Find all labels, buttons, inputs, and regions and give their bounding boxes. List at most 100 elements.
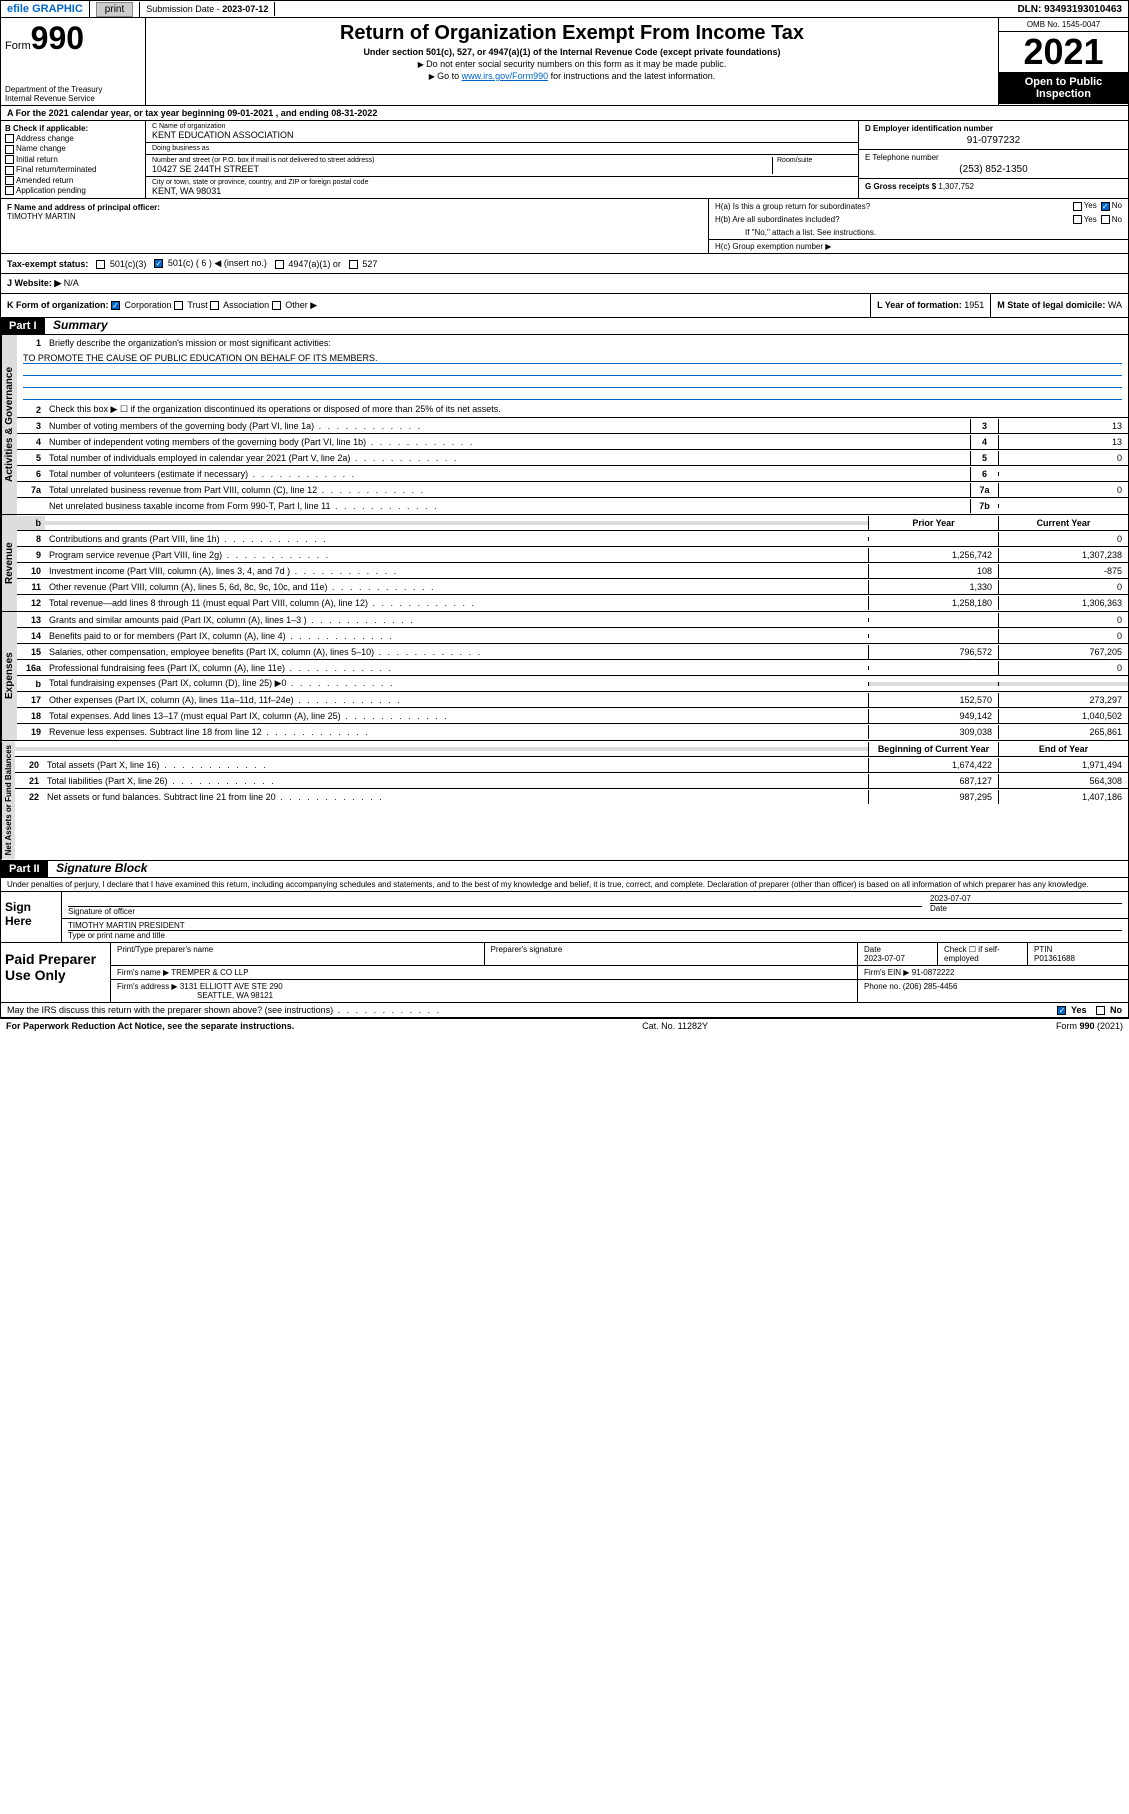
rev-header: b Prior Year Current Year xyxy=(17,515,1128,531)
part1-expenses: Expenses 13Grants and similar amounts pa… xyxy=(0,612,1129,741)
part1-title: Summary xyxy=(47,316,114,334)
phone-row: E Telephone number (253) 852-1350 xyxy=(859,150,1128,179)
hb-no[interactable]: No xyxy=(1101,215,1122,224)
chk-name[interactable]: Name change xyxy=(5,144,141,153)
table-row: 12Total revenue—add lines 8 through 11 (… xyxy=(17,595,1128,611)
city-label: City or town, state or province, country… xyxy=(152,179,852,186)
table-row: 7aTotal unrelated business revenue from … xyxy=(17,482,1128,498)
m-state: M State of legal domicile: WA xyxy=(990,294,1128,317)
city-value: KENT, WA 98031 xyxy=(152,186,852,196)
paid-preparer-row: Paid Preparer Use Only Print/Type prepar… xyxy=(1,942,1128,1002)
table-row: 14Benefits paid to or for members (Part … xyxy=(17,628,1128,644)
ein-row: D Employer identification number 91-0797… xyxy=(859,121,1128,150)
print-button[interactable]: print xyxy=(90,2,140,17)
k-assoc[interactable]: Association xyxy=(210,300,269,310)
chk-address[interactable]: Address change xyxy=(5,134,141,143)
table-row: 6Total number of volunteers (estimate if… xyxy=(17,466,1128,482)
k-trust[interactable]: Trust xyxy=(174,300,208,310)
tax-year: 2021 xyxy=(999,32,1128,72)
chk-pending[interactable]: Application pending xyxy=(5,186,141,195)
hb-note-row: If "No," attach a list. See instructions… xyxy=(709,226,1128,239)
footer-left: For Paperwork Reduction Act Notice, see … xyxy=(6,1021,294,1031)
table-row: Net unrelated business taxable income fr… xyxy=(17,498,1128,514)
city-row: City or town, state or province, country… xyxy=(146,177,858,198)
room-label: Room/suite xyxy=(777,157,852,164)
k-label: K Form of organization: ✓ Corporation Tr… xyxy=(1,294,870,317)
part1-governance: Activities & Governance 1 Briefly descri… xyxy=(0,335,1129,515)
vtab-netassets: Net Assets or Fund Balances xyxy=(1,741,15,859)
table-row: 15Salaries, other compensation, employee… xyxy=(17,644,1128,660)
paid-line-2: Firm's name ▶ TREMPER & CO LLP Firm's EI… xyxy=(111,966,1128,980)
line-2: 2 Check this box ▶ ☐ if the organization… xyxy=(17,402,1128,418)
row-f-h: F Name and address of principal officer:… xyxy=(0,199,1129,254)
form-subtitle: Under section 501(c), 527, or 4947(a)(1)… xyxy=(150,47,994,57)
org-name: KENT EDUCATION ASSOCIATION xyxy=(152,130,852,140)
page-footer: For Paperwork Reduction Act Notice, see … xyxy=(0,1018,1129,1033)
officer-name: TIMOTHY MARTIN xyxy=(7,212,702,221)
line-1: 1 Briefly describe the organization's mi… xyxy=(17,335,1128,351)
k-corp[interactable]: ✓ Corporation xyxy=(111,300,172,310)
vtab-revenue: Revenue xyxy=(1,515,17,611)
dba-label: Doing business as xyxy=(152,145,852,152)
discuss-no[interactable]: No xyxy=(1096,1005,1122,1015)
chk-final[interactable]: Final return/terminated xyxy=(5,165,141,174)
part1-revenue: Revenue b Prior Year Current Year 8Contr… xyxy=(0,515,1129,612)
chk-amended[interactable]: Amended return xyxy=(5,176,141,185)
status-501c3[interactable]: 501(c)(3) xyxy=(96,259,146,269)
expenses-body: 13Grants and similar amounts paid (Part … xyxy=(17,612,1128,740)
ha-row: H(a) Is this a group return for subordin… xyxy=(709,199,1128,212)
table-row: 16aProfessional fundraising fees (Part I… xyxy=(17,660,1128,676)
part1-header-row: Part I Summary xyxy=(0,318,1129,335)
table-row: 19Revenue less expenses. Subtract line 1… xyxy=(17,724,1128,740)
header-title: Return of Organization Exempt From Incom… xyxy=(146,18,998,105)
form-header: Form990 Department of the Treasury Inter… xyxy=(0,18,1129,106)
vtab-governance: Activities & Governance xyxy=(1,335,17,514)
part1-netassets: Net Assets or Fund Balances Beginning of… xyxy=(0,741,1129,860)
table-row: 4Number of independent voting members of… xyxy=(17,434,1128,450)
declaration-text: Under penalties of perjury, I declare th… xyxy=(1,878,1128,891)
hb-yes[interactable]: Yes xyxy=(1073,215,1097,224)
table-row: 13Grants and similar amounts paid (Part … xyxy=(17,612,1128,628)
dept-label: Department of the Treasury xyxy=(5,85,141,94)
discuss-yes[interactable]: ✓ Yes xyxy=(1057,1005,1086,1015)
ha-no[interactable]: ✓No xyxy=(1101,201,1122,210)
phone-label: E Telephone number xyxy=(865,153,1122,162)
chk-initial[interactable]: Initial return xyxy=(5,155,141,164)
revenue-body: b Prior Year Current Year 8Contributions… xyxy=(17,515,1128,611)
netassets-body: Beginning of Current Year End of Year 20… xyxy=(15,741,1128,859)
addr-value: 10427 SE 244TH STREET xyxy=(152,164,772,174)
hb-note: If "No," attach a list. See instructions… xyxy=(715,228,876,237)
website-value: N/A xyxy=(64,278,79,288)
ha-yes[interactable]: Yes xyxy=(1073,201,1097,210)
header-left: Form990 Department of the Treasury Inter… xyxy=(1,18,146,105)
paid-content: Print/Type preparer's name Preparer's si… xyxy=(111,943,1128,1002)
form-number: Form990 xyxy=(5,20,141,57)
hc-row: H(c) Group exemption number ▶ xyxy=(709,239,1128,253)
col-h-group: H(a) Is this a group return for subordin… xyxy=(708,199,1128,253)
row-a-tax-year: A For the 2021 calendar year, or tax yea… xyxy=(0,106,1129,121)
efile-label: efile GRAPHIC xyxy=(1,1,90,17)
sig-officer-line: Signature of officer 2023-07-07 Date xyxy=(62,892,1128,919)
ha-label: H(a) Is this a group return for subordin… xyxy=(715,202,1069,211)
officer-label: F Name and address of principal officer: xyxy=(7,203,702,212)
part2-title: Signature Block xyxy=(50,859,153,877)
phone-value: (253) 852-1350 xyxy=(865,164,1122,175)
status-4947[interactable]: 4947(a)(1) or xyxy=(275,259,341,269)
table-row: 21Total liabilities (Part X, line 26)687… xyxy=(15,773,1128,789)
col-b-header: B Check if applicable: xyxy=(5,124,141,133)
paid-line-1: Print/Type preparer's name Preparer's si… xyxy=(111,943,1128,966)
omb-number: OMB No. 1545-0047 xyxy=(999,18,1128,32)
part1-hdr: Part I xyxy=(1,318,45,334)
form-note1: Do not enter social security numbers on … xyxy=(150,59,994,69)
col-d-ein: D Employer identification number 91-0797… xyxy=(858,121,1128,198)
table-row: 9Program service revenue (Part VIII, lin… xyxy=(17,547,1128,563)
gross-label: G Gross receipts $ 1,307,752 xyxy=(865,182,1122,191)
status-527[interactable]: 527 xyxy=(349,259,378,269)
status-501c[interactable]: ✓ 501(c) ( 6 ) ◀ (insert no.) xyxy=(154,258,266,269)
org-name-label: C Name of organization xyxy=(152,123,852,130)
section-b-c-d: B Check if applicable: Address change Na… xyxy=(0,121,1129,199)
k-other[interactable]: Other ▶ xyxy=(272,300,317,310)
officer-name-line: TIMOTHY MARTIN PRESIDENT Type or print n… xyxy=(62,919,1128,942)
mission-text: TO PROMOTE THE CAUSE OF PUBLIC EDUCATION… xyxy=(17,351,1128,402)
irs-link[interactable]: www.irs.gov/Form990 xyxy=(462,71,549,81)
